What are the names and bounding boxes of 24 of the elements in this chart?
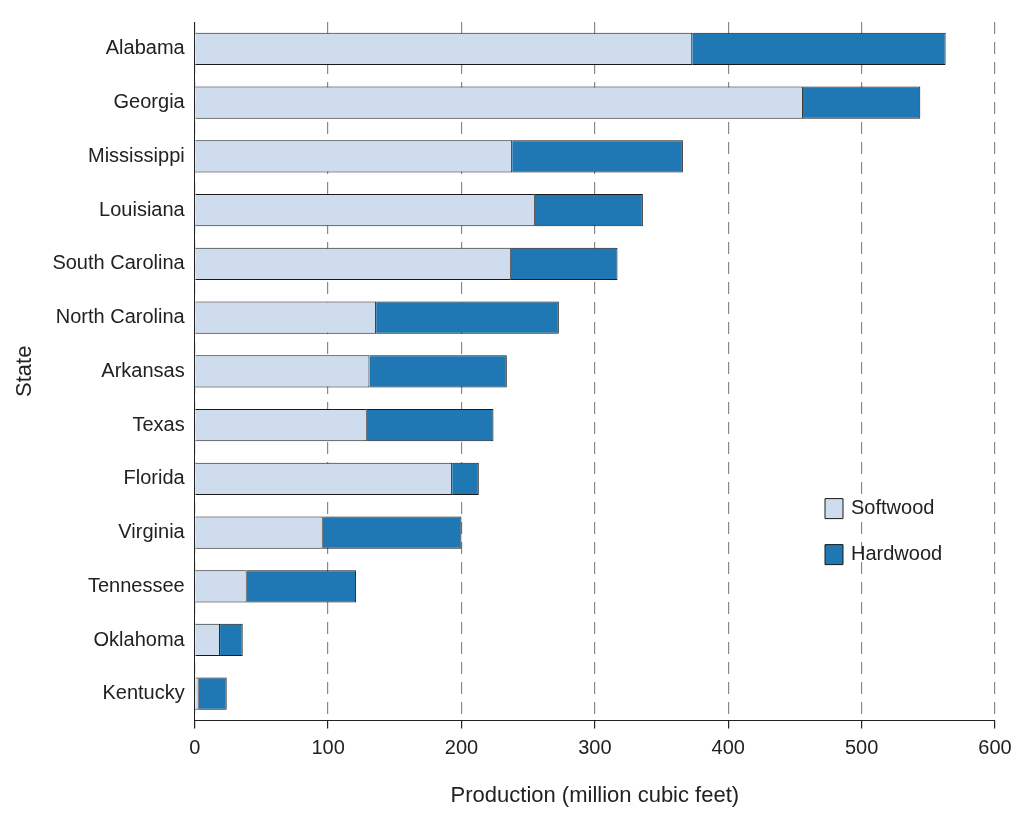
y-tick-label: Georgia	[113, 90, 186, 113]
y-tick-label: Tennessee	[87, 573, 185, 596]
x-tick-label: 500	[844, 736, 879, 759]
y-tick-label: Florida	[123, 466, 186, 489]
y-axis-title: State	[11, 345, 37, 397]
x-tick-label: 0	[189, 736, 201, 759]
y-tick-label: South Carolina	[52, 251, 186, 274]
x-tick-label: 600	[978, 736, 1012, 759]
x-tick-label: 400	[711, 736, 745, 759]
x-tick-label: 100	[311, 736, 345, 759]
x-tick-label: 200	[444, 736, 479, 759]
y-tick-label: Oklahoma	[93, 627, 186, 650]
y-tick-label: Arkansas	[101, 358, 185, 381]
y-tick-label: Mississippi	[88, 143, 185, 166]
y-tick-label: Virginia	[118, 520, 186, 543]
x-axis-title: Production (million cubic feet)	[450, 781, 740, 807]
y-tick-label: Louisiana	[99, 197, 186, 220]
legend-label: Softwood	[851, 496, 935, 519]
y-tick-label: Alabama	[105, 36, 186, 59]
legend-label: Hardwood	[851, 542, 943, 565]
y-tick-label: North Carolina	[55, 305, 186, 328]
y-tick-label: Kentucky	[102, 681, 185, 704]
x-tick-label: 300	[578, 736, 612, 759]
y-tick-label: Texas	[132, 412, 185, 435]
